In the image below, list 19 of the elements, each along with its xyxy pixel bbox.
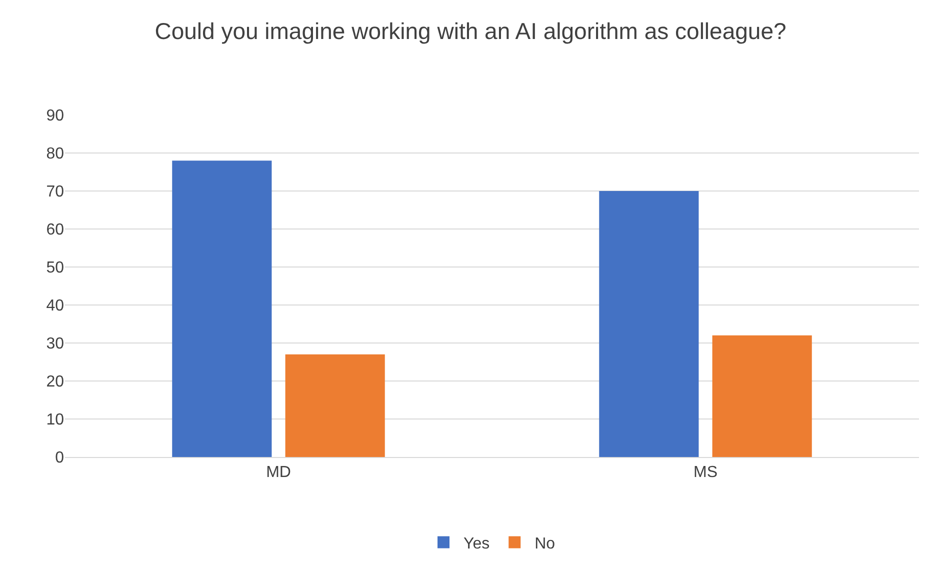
- x-tick-label: MD: [266, 464, 291, 482]
- x-tick-label: MS: [694, 464, 718, 482]
- y-tick-label: 30: [46, 336, 64, 353]
- y-tick-label: 60: [46, 222, 64, 239]
- bar: [712, 335, 812, 457]
- y-tick-label: 0: [55, 450, 64, 467]
- chart-title: Could you imagine working with an AI algorithm as colleague?: [154, 18, 786, 44]
- bar: [285, 354, 385, 457]
- legend-label: Yes: [464, 536, 490, 553]
- y-tick-label: 70: [46, 184, 64, 201]
- y-tick-label: 80: [46, 146, 64, 163]
- bar: [599, 191, 699, 457]
- bar: [172, 160, 272, 457]
- y-tick-label: 10: [46, 412, 64, 429]
- y-tick-label: 50: [46, 260, 64, 277]
- y-tick-label: 90: [46, 108, 64, 125]
- y-tick-label: 40: [46, 298, 64, 315]
- legend-label: No: [534, 536, 556, 553]
- y-tick-label: 20: [46, 374, 64, 391]
